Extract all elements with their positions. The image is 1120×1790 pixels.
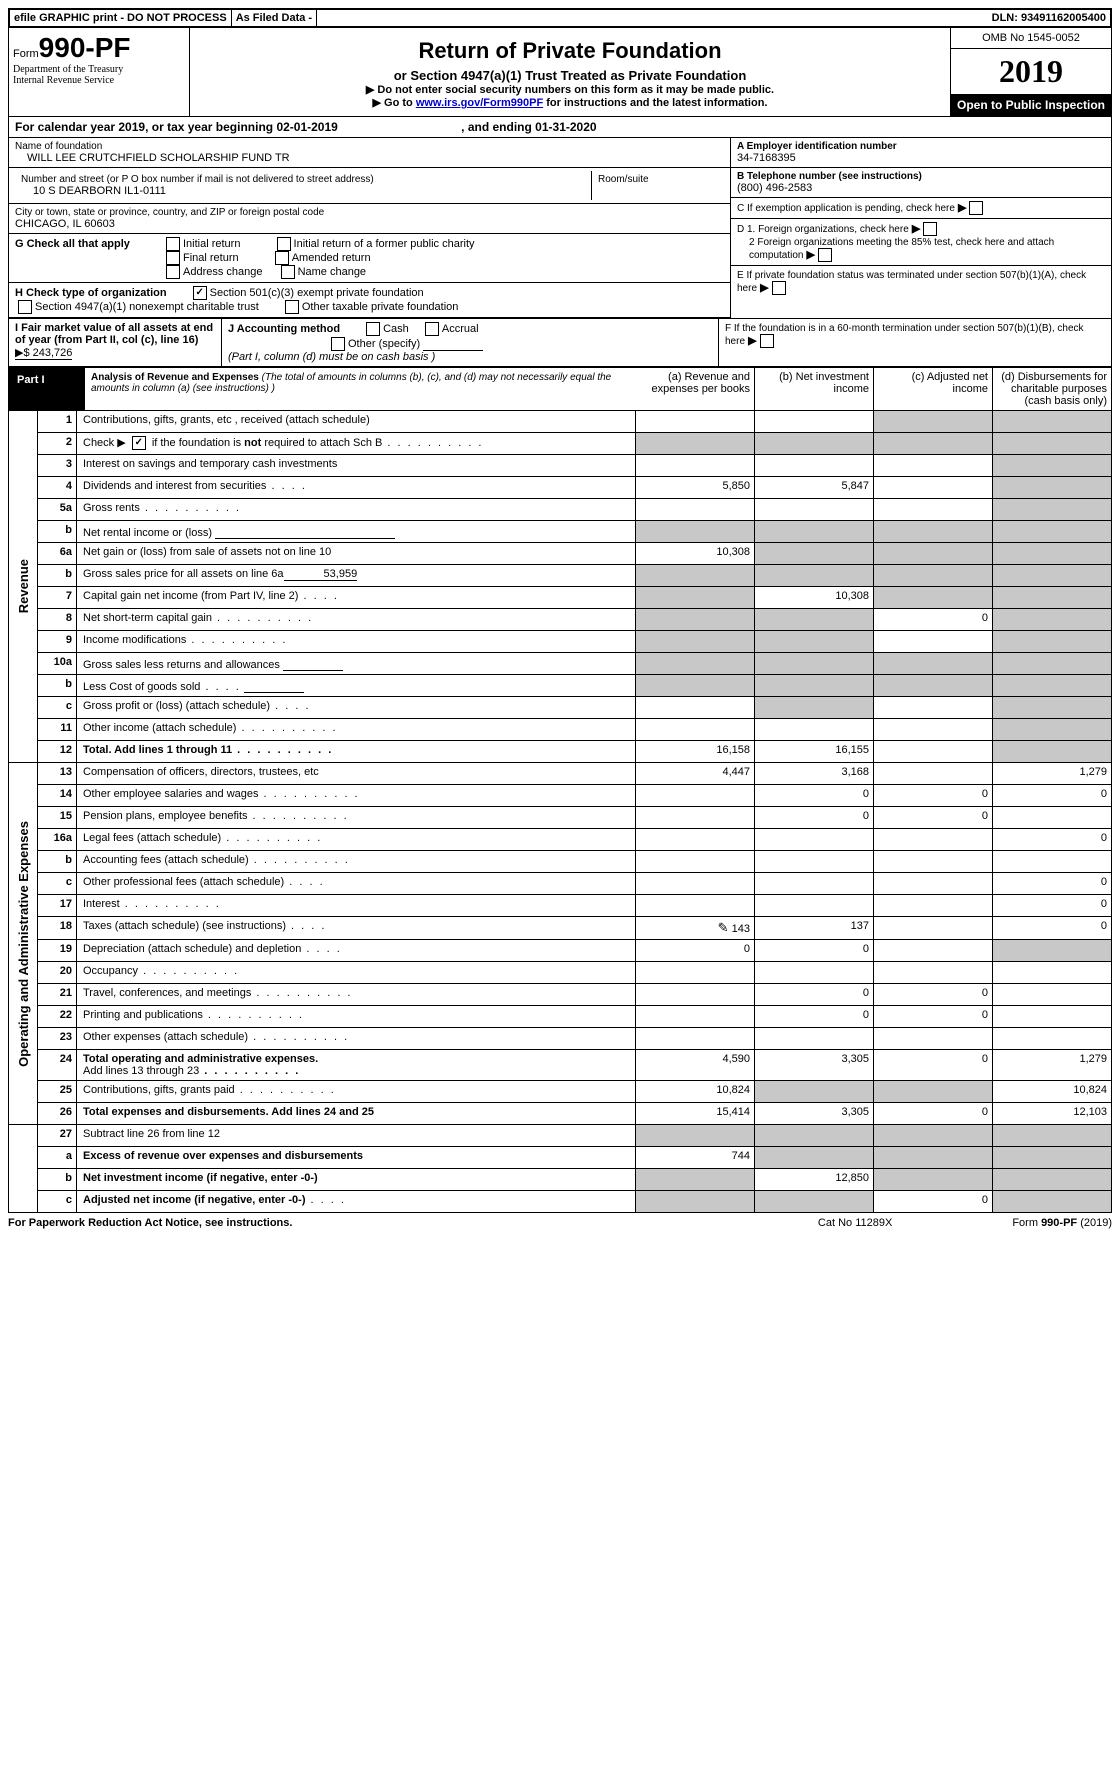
d2-label: 2 Foreign organizations meeting the 85% … bbox=[749, 237, 1054, 261]
asfiled-label: As Filed Data - bbox=[236, 12, 312, 24]
chk-other-tax[interactable] bbox=[285, 300, 299, 314]
col-a-hdr: (a) Revenue and expenses per books bbox=[636, 368, 755, 410]
expenses-block: Operating and Administrative Expenses 13… bbox=[8, 763, 1112, 1125]
revenue-block: Revenue 1Contributions, gifts, grants, e… bbox=[8, 411, 1112, 763]
chk-name[interactable] bbox=[281, 265, 295, 279]
chk-cash[interactable] bbox=[366, 322, 380, 336]
i-label: I Fair market value of all assets at end… bbox=[15, 322, 213, 346]
f-label: F If the foundation is in a 60-month ter… bbox=[725, 323, 1084, 347]
line27-block: 27Subtract line 26 from line 12 aExcess … bbox=[8, 1125, 1112, 1213]
d1-label: D 1. Foreign organizations, check here bbox=[737, 224, 909, 235]
paperwork-notice: For Paperwork Reduction Act Notice, see … bbox=[8, 1217, 818, 1229]
chk-accrual[interactable] bbox=[425, 322, 439, 336]
chk-501c3[interactable] bbox=[193, 286, 207, 300]
irs-link[interactable]: www.irs.gov/Form990PF bbox=[416, 97, 543, 109]
chk-c[interactable] bbox=[969, 201, 983, 215]
pencil-icon[interactable]: ✎ bbox=[718, 920, 729, 935]
col-c-hdr: (c) Adjusted net income bbox=[874, 368, 993, 410]
expenses-side-label: Operating and Administrative Expenses bbox=[16, 821, 31, 1067]
title-block: Form990-PF Department of the TreasuryInt… bbox=[8, 28, 1112, 117]
i-value: ▶$ 243,726 bbox=[15, 347, 72, 360]
section-ijf: I Fair market value of all assets at end… bbox=[8, 319, 1112, 367]
section-g: G Check all that apply Initial return In… bbox=[9, 234, 730, 283]
entity-info: Name of foundation WILL LEE CRUTCHFIELD … bbox=[8, 138, 1112, 319]
chk-amended[interactable] bbox=[275, 251, 289, 265]
chk-e[interactable] bbox=[772, 281, 786, 295]
form-subtitle: or Section 4947(a)(1) Trust Treated as P… bbox=[196, 68, 944, 83]
chk-d1[interactable] bbox=[923, 222, 937, 236]
j-note: (Part I, column (d) must be on cash basi… bbox=[228, 351, 435, 363]
revenue-side-label: Revenue bbox=[16, 559, 31, 613]
form-title: Return of Private Foundation bbox=[196, 38, 944, 64]
street-address: 10 S DEARBORN IL1-0111 bbox=[21, 185, 585, 197]
part1-header: Part I Analysis of Revenue and Expenses … bbox=[8, 367, 1112, 411]
chk-4947[interactable] bbox=[18, 300, 32, 314]
omb-number: OMB No 1545-0052 bbox=[951, 28, 1111, 49]
chk-other-acct[interactable] bbox=[331, 337, 345, 351]
part1-label: Part I bbox=[9, 368, 85, 410]
header-bar: efile GRAPHIC print - DO NOT PROCESS As … bbox=[8, 8, 1112, 28]
suite-label: Room/suite bbox=[598, 174, 718, 185]
city-state-zip: CHICAGO, IL 60603 bbox=[15, 218, 724, 230]
phone-label: B Telephone number (see instructions) bbox=[737, 171, 1105, 182]
chk-address[interactable] bbox=[166, 265, 180, 279]
col-b-hdr: (b) Net investment income bbox=[755, 368, 874, 410]
city-label: City or town, state or province, country… bbox=[15, 207, 724, 218]
j-label: J Accounting method bbox=[228, 323, 340, 335]
ein-value: 34-7168395 bbox=[737, 152, 1105, 164]
phone-value: (800) 496-2583 bbox=[737, 182, 1105, 194]
chk-f[interactable] bbox=[760, 334, 774, 348]
form-ref: Form 990-PF (2019) bbox=[1012, 1217, 1112, 1229]
chk-schb[interactable] bbox=[132, 436, 146, 450]
col-d-hdr: (d) Disbursements for charitable purpose… bbox=[993, 368, 1111, 410]
chk-initial-former[interactable] bbox=[277, 237, 291, 251]
tax-year: 2019 bbox=[951, 49, 1111, 94]
addr-label: Number and street (or P O box number if … bbox=[21, 174, 585, 185]
instruct-2: ▶ Go to www.irs.gov/Form990PF for instru… bbox=[196, 96, 944, 109]
open-to-public: Open to Public Inspection bbox=[951, 94, 1111, 116]
chk-d2[interactable] bbox=[818, 248, 832, 262]
chk-initial[interactable] bbox=[166, 237, 180, 251]
form-number: 990-PF bbox=[39, 32, 131, 63]
section-h: H Check type of organization Section 501… bbox=[9, 283, 730, 318]
dln-label: DLN: 93491162005400 bbox=[992, 12, 1106, 24]
efile-label: efile GRAPHIC print - DO NOT PROCESS bbox=[14, 12, 227, 24]
page-footer: For Paperwork Reduction Act Notice, see … bbox=[8, 1213, 1112, 1233]
name-label: Name of foundation bbox=[15, 141, 724, 152]
cat-no: Cat No 11289X bbox=[818, 1217, 892, 1229]
dept-label: Department of the TreasuryInternal Reven… bbox=[13, 64, 185, 86]
foundation-name: WILL LEE CRUTCHFIELD SCHOLARSHIP FUND TR bbox=[15, 152, 724, 164]
chk-final[interactable] bbox=[166, 251, 180, 265]
form-label: Form bbox=[13, 48, 39, 60]
calendar-year-row: For calendar year 2019, or tax year begi… bbox=[8, 117, 1112, 138]
instruct-1: ▶ Do not enter social security numbers o… bbox=[196, 83, 944, 96]
ein-label: A Employer identification number bbox=[737, 141, 1105, 152]
e-label: E If private foundation status was termi… bbox=[737, 270, 1086, 294]
c-label: C If exemption application is pending, c… bbox=[737, 203, 955, 214]
